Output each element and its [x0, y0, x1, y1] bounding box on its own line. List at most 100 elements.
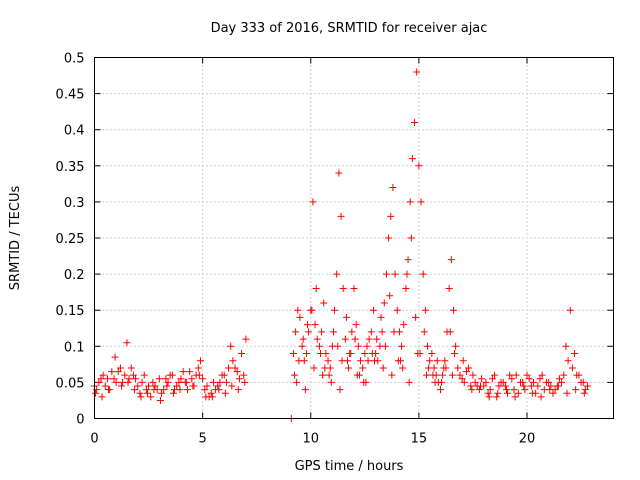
data-point — [389, 183, 397, 191]
data-point — [529, 378, 537, 386]
data-point — [525, 375, 533, 383]
data-point — [188, 375, 196, 383]
data-point — [240, 371, 248, 379]
data-point — [486, 386, 494, 394]
data-point — [304, 321, 312, 329]
data-point — [448, 371, 456, 379]
data-point — [406, 198, 414, 206]
data-point — [560, 371, 568, 379]
data-point — [566, 306, 574, 314]
data-point — [471, 378, 479, 386]
data-point — [514, 389, 522, 397]
data-point — [546, 386, 554, 394]
data-point — [579, 378, 587, 386]
x-tick-label: 10 — [302, 432, 319, 447]
data-point — [413, 68, 421, 76]
axis-ticks: 0 0.05 0.1 0.15 0.2 0.25 0.3 0.35 0.4 0.45 0.5 0 5 10… — [56, 52, 614, 447]
data-point — [124, 378, 132, 386]
x-tick-label: 5 — [198, 432, 206, 447]
data-point — [241, 378, 249, 386]
data-point — [179, 368, 187, 376]
data-point — [333, 270, 341, 278]
data-point — [429, 371, 437, 379]
data-point — [385, 234, 393, 242]
data-point — [127, 364, 135, 372]
data-point — [354, 342, 362, 350]
data-point — [367, 328, 375, 336]
data-point — [132, 375, 140, 383]
data-point — [125, 375, 133, 383]
data-point — [289, 350, 297, 358]
y-tick-label: 0.25 — [56, 232, 85, 247]
data-point — [353, 371, 361, 379]
data-point — [469, 371, 477, 379]
data-point — [293, 378, 301, 386]
data-point — [143, 389, 151, 397]
data-point — [308, 306, 316, 314]
data-point — [151, 382, 159, 390]
data-point — [112, 378, 120, 386]
data-point — [440, 364, 448, 372]
data-point — [377, 313, 385, 321]
x-tick-label: 0 — [90, 432, 98, 447]
data-point — [558, 378, 566, 386]
data-point — [365, 335, 373, 343]
data-point — [388, 371, 396, 379]
data-point — [163, 382, 171, 390]
data-point — [584, 382, 592, 390]
y-tick-label: 0.05 — [56, 376, 85, 391]
data-point — [391, 270, 399, 278]
data-point — [134, 382, 142, 390]
data-point — [342, 313, 350, 321]
data-point — [173, 382, 181, 390]
data-point — [563, 389, 571, 397]
data-point — [199, 375, 207, 383]
data-point — [506, 371, 514, 379]
data-point — [295, 357, 303, 365]
data-point — [545, 378, 553, 386]
data-point — [422, 371, 430, 379]
data-point — [425, 364, 433, 372]
data-point — [123, 339, 131, 347]
data-point — [331, 306, 339, 314]
data-point — [301, 386, 309, 394]
data-point — [382, 270, 390, 278]
data-point — [138, 378, 146, 386]
data-point — [510, 386, 518, 394]
data-point — [555, 375, 563, 383]
data-point — [225, 364, 233, 372]
data-point — [363, 342, 371, 350]
data-point — [222, 378, 230, 386]
data-point — [428, 350, 436, 358]
data-point — [431, 378, 439, 386]
data-point — [438, 378, 446, 386]
data-point — [447, 256, 455, 264]
data-point — [209, 378, 217, 386]
data-point — [564, 357, 572, 365]
data-point — [136, 389, 144, 397]
data-point — [534, 382, 542, 390]
chart-title: Day 333 of 2016, SRMTID for receiver aja… — [211, 21, 488, 36]
data-point — [497, 378, 505, 386]
data-point — [305, 328, 313, 336]
y-tick-label: 0.4 — [64, 124, 85, 139]
data-point — [149, 378, 157, 386]
data-point — [441, 357, 449, 365]
data-point — [454, 364, 462, 372]
data-point — [221, 389, 229, 397]
data-point — [439, 371, 447, 379]
data-point — [116, 364, 124, 372]
data-point — [207, 389, 215, 397]
data-point — [488, 375, 496, 383]
data-point — [508, 375, 516, 383]
data-point — [311, 321, 319, 329]
data-point — [299, 335, 307, 343]
data-point — [504, 389, 512, 397]
data-point — [329, 328, 337, 336]
data-point — [312, 285, 320, 293]
data-point — [523, 371, 531, 379]
data-point — [327, 378, 335, 386]
data-point — [527, 382, 535, 390]
data-point — [412, 313, 420, 321]
